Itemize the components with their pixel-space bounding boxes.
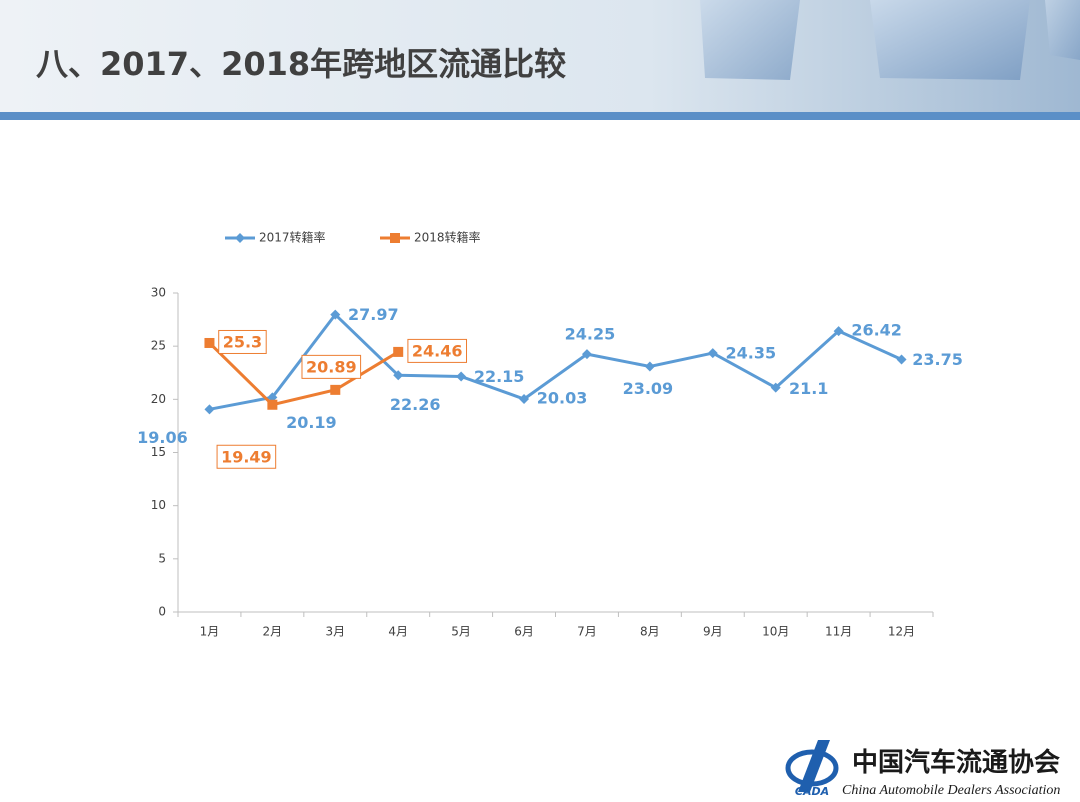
y-tick-label: 30 <box>151 286 166 300</box>
data-label-box <box>216 444 277 469</box>
data-label-box <box>407 338 468 363</box>
x-tick-label: 8月 <box>640 625 660 639</box>
y-tick-label: 0 <box>158 605 166 619</box>
data-label-box <box>218 329 267 354</box>
marker <box>644 361 655 372</box>
data-label: 23.09 <box>623 379 674 398</box>
x-tick-label: 7月 <box>577 625 597 639</box>
data-label: 26.42 <box>851 321 902 340</box>
x-tick-label: 12月 <box>888 625 915 639</box>
x-tick-label: 11月 <box>825 625 852 639</box>
chart: 0 5 10 15 20 25 30 1月 2月 3月 4月 5月 6月 7月 8月 9月 10月 11月 12月 1… <box>137 230 963 639</box>
marker <box>204 404 215 415</box>
footer-logo: CADA 中国汽车流通协会 China Automobile Dealers A… <box>785 740 1060 798</box>
decor-cube <box>700 0 800 80</box>
x-tick-label: 1月 <box>200 625 220 639</box>
marker <box>833 326 844 337</box>
y-tick-label: 25 <box>151 339 166 353</box>
marker <box>204 337 215 348</box>
org-name-en: China Automobile Dealers Association <box>842 783 1060 798</box>
marker <box>330 384 341 395</box>
y-tick-label: 20 <box>151 392 166 406</box>
data-label: 24.25 <box>565 325 616 344</box>
data-label: 22.26 <box>390 395 441 414</box>
x-tick-label: 9月 <box>703 625 723 639</box>
header-rule <box>0 112 1080 120</box>
marker <box>456 371 467 382</box>
marker <box>770 382 781 393</box>
x-tick-label: 4月 <box>388 625 408 639</box>
slide-title: 八、2017、2018年跨地区流通比较 <box>36 45 566 83</box>
marker <box>390 233 400 243</box>
data-label: 25.3 <box>223 332 262 351</box>
data-label: 19.49 <box>221 447 272 466</box>
series-line <box>208 341 399 407</box>
data-label: 23.75 <box>912 350 963 369</box>
logo-text: CADA <box>795 785 829 798</box>
data-label: 20.03 <box>537 389 588 408</box>
marker <box>393 346 404 357</box>
data-label: 21.1 <box>789 379 828 398</box>
marker <box>519 394 530 405</box>
marker <box>393 370 404 381</box>
marker <box>896 354 907 365</box>
data-label: 22.15 <box>474 367 525 386</box>
y-tick-label: 10 <box>151 498 166 512</box>
marker <box>330 309 341 320</box>
y-tick-label: 5 <box>158 551 166 565</box>
x-tick-label: 2月 <box>263 625 283 639</box>
x-tick-label: 6月 <box>514 625 534 639</box>
y-tick-label: 15 <box>151 445 166 459</box>
data-label-box <box>301 354 362 379</box>
marker <box>235 233 245 243</box>
marker <box>707 348 718 359</box>
x-tick-label: 3月 <box>325 625 345 639</box>
data-label: 19.06 <box>137 428 188 447</box>
data-label: 20.19 <box>286 413 337 432</box>
decor-cube <box>870 0 1030 80</box>
marker <box>581 349 592 360</box>
x-tick-label: 10月 <box>762 625 789 639</box>
data-label: 24.35 <box>725 344 776 363</box>
legend-label: 2018转籍率 <box>414 230 481 245</box>
marker <box>267 399 278 410</box>
x-tick-label: 5月 <box>451 625 471 639</box>
decor-cube <box>1045 0 1080 60</box>
data-label: 27.97 <box>348 305 399 324</box>
legend-label: 2017转籍率 <box>259 230 326 245</box>
logo-stroke <box>798 740 830 792</box>
data-label: 20.89 <box>306 357 357 376</box>
data-label: 24.46 <box>412 341 463 360</box>
series-line <box>209 312 903 411</box>
org-name: 中国汽车流通协会 <box>852 747 1060 777</box>
